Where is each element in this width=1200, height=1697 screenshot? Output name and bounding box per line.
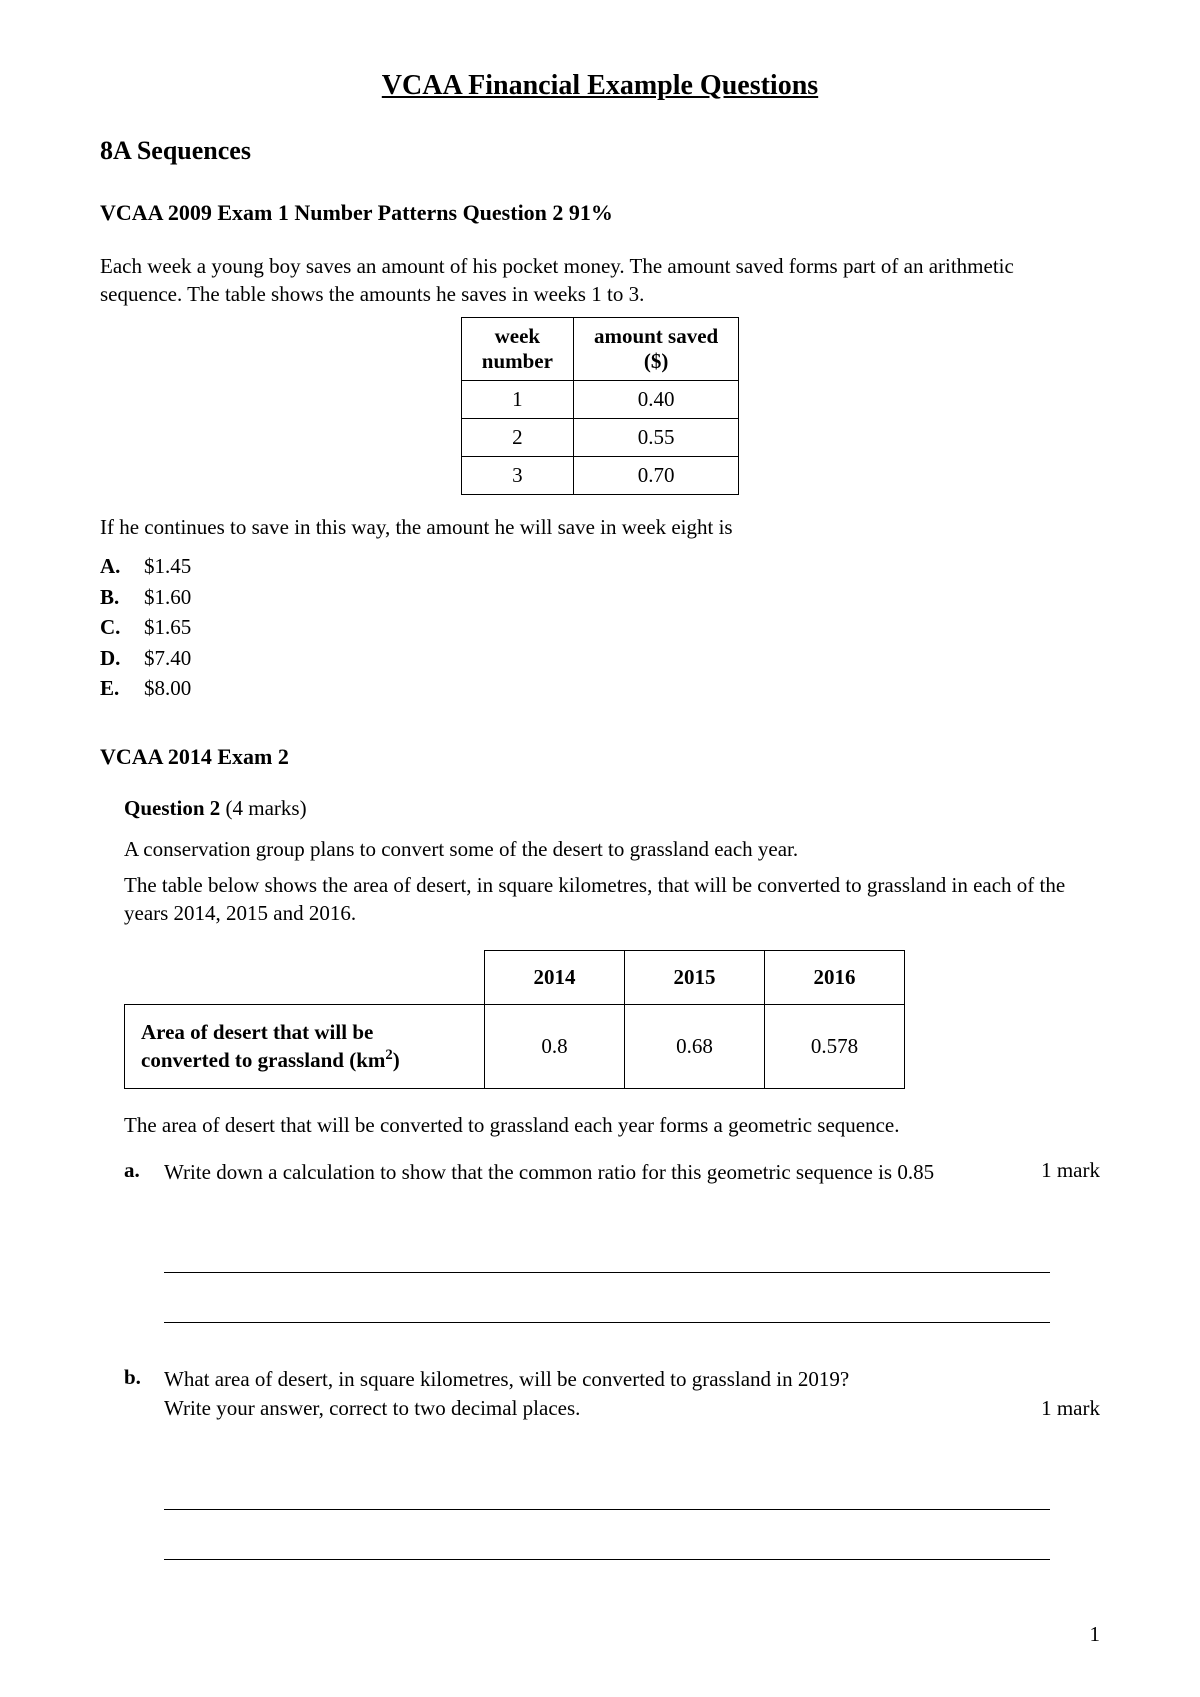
table-row: Area of desert that will be converted to… [125,1004,905,1089]
answer-lines-b [164,1460,1050,1560]
option-text: $1.65 [144,612,191,642]
cell: 0.8 [485,1004,625,1089]
cell: 2 [461,419,573,457]
cell: 3 [461,457,573,495]
option-text: $7.40 [144,643,191,673]
answer-line [164,1460,1050,1510]
option-b: B. $1.60 [100,582,1100,612]
year-2016: 2016 [765,950,905,1004]
answer-line [164,1273,1050,1323]
option-letter: A. [100,551,144,581]
q1-table: week number amount saved ($) 1 0.40 2 0.… [461,317,739,495]
main-title: VCAA Financial Example Questions [100,70,1100,102]
cell: 0.40 [573,381,738,419]
part-a: a. Write down a calculation to show that… [124,1158,1100,1187]
q2-para3: The area of desert that will be converte… [124,1111,1100,1139]
q1-intro: Each week a young boy saves an amount of… [100,252,1100,309]
option-d: D. $7.40 [100,643,1100,673]
answer-lines-a [164,1223,1050,1323]
q2-title-bold: Question 2 [124,796,220,820]
q2-para2: The table below shows the area of desert… [124,871,1100,928]
option-text: $1.60 [144,582,191,612]
table-row: 3 0.70 [461,457,738,495]
part-text-2: Write your answer, correct to two decima… [164,1394,580,1423]
cell: 0.70 [573,457,738,495]
option-letter: E. [100,673,144,703]
part-letter: a. [124,1158,164,1187]
row-label-l1: Area of desert that will be [141,1020,373,1044]
page-number: 1 [1090,1622,1101,1647]
q1-th-week-l2: number [482,349,553,373]
section-title: 8A Sequences [100,136,1100,166]
row-label-sup: 2 [385,1047,392,1063]
q1-th-amount: amount saved ($) [573,317,738,380]
q2-title-rest: (4 marks) [220,796,306,820]
year-2014: 2014 [485,950,625,1004]
q1-th-amt-l2: ($) [644,349,669,373]
year-2015: 2015 [625,950,765,1004]
part-letter: b. [124,1365,164,1424]
option-c: C. $1.65 [100,612,1100,642]
part-b: b. What area of desert, in square kilome… [124,1365,1100,1424]
q2-para1: A conservation group plans to convert so… [124,835,1100,863]
cell: 0.55 [573,419,738,457]
table-row: 2 0.55 [461,419,738,457]
part-text: Write down a calculation to show that th… [164,1158,1021,1187]
cell: 0.578 [765,1004,905,1089]
part-marks: 1 mark [1021,1394,1100,1423]
part-body: What area of desert, in square kilometre… [164,1365,1100,1424]
q2-title: Question 2 (4 marks) [124,796,1100,821]
q2-exam-header: VCAA 2014 Exam 2 [100,744,1100,770]
option-a: A. $1.45 [100,551,1100,581]
row-label-l2: converted to grassland (km [141,1048,385,1072]
option-e: E. $8.00 [100,673,1100,703]
part-text-1: What area of desert, in square kilometre… [164,1365,1100,1394]
q1-th-amt-l1: amount saved [594,324,718,348]
answer-line [164,1510,1050,1560]
option-letter: B. [100,582,144,612]
cell: 0.68 [625,1004,765,1089]
q1-header: VCAA 2009 Exam 1 Number Patterns Questio… [100,200,1100,226]
q1-th-week-l1: week [495,324,541,348]
q1-options: A. $1.45 B. $1.60 C. $1.65 D. $7.40 E. $… [100,551,1100,703]
q2-table: 2014 2015 2016 Area of desert that will … [124,950,905,1090]
cell: 1 [461,381,573,419]
empty-cell [125,950,485,1004]
q1-follow: If he continues to save in this way, the… [100,513,1100,541]
answer-line [164,1223,1050,1273]
row-label-l3: ) [393,1048,400,1072]
table-row: 1 0.40 [461,381,738,419]
q1-th-week: week number [461,317,573,380]
option-letter: D. [100,643,144,673]
option-text: $8.00 [144,673,191,703]
option-letter: C. [100,612,144,642]
option-text: $1.45 [144,551,191,581]
row-label: Area of desert that will be converted to… [125,1004,485,1089]
part-marks: 1 mark [1021,1158,1100,1187]
